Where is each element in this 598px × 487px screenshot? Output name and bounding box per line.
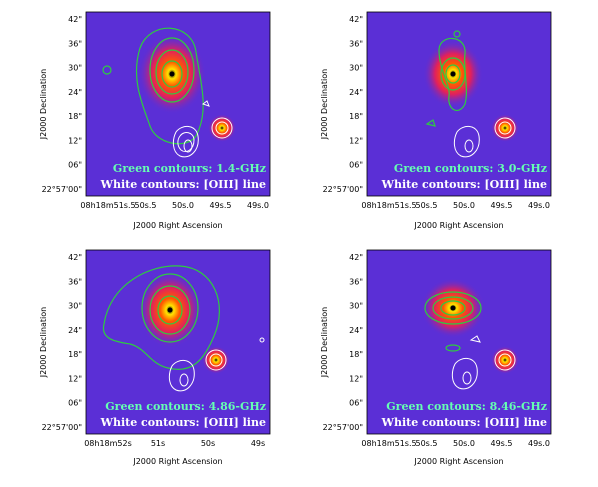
y-axis-label: J2000 Declination <box>39 69 48 140</box>
x-tick-label: 50s.5 <box>135 201 157 210</box>
green-caption: Green contours: 3.0-GHz <box>394 162 547 175</box>
x-tick-label: 08h18m51s.5 <box>80 201 135 210</box>
green-contours <box>102 27 204 145</box>
green-caption: Green contours: 8.46-GHz <box>386 400 547 413</box>
x-tick-label: 50s <box>201 439 215 448</box>
y-tick-label: 12" <box>68 136 82 145</box>
green-contours <box>424 291 482 352</box>
y-tick-label: 18" <box>349 350 363 359</box>
y-tick-label: 30" <box>349 302 363 311</box>
y-tick-label: 18" <box>68 112 82 121</box>
y-tick-labels: 42" 36" 30" 24" 18" 12" 06" 22°57'00" <box>323 15 363 194</box>
y-tick-label: 36" <box>68 39 82 48</box>
green-contours <box>102 265 220 370</box>
y-tick-labels: 42" 36" 30" 24" 18" 12" 06" 22°57'00" <box>42 15 82 194</box>
x-tick-label: 50s.5 <box>416 201 438 210</box>
y-tick-label: 24" <box>68 88 82 97</box>
y-tick-label: 42" <box>349 15 363 24</box>
y-tick-label: 24" <box>349 326 363 335</box>
y-tick-label: 22°57'00" <box>42 423 82 432</box>
y-tick-labels: 42" 36" 30" 24" 18" 12" 06" 22°57'00" <box>42 253 82 432</box>
y-tick-label: 22°57'00" <box>323 185 363 194</box>
x-tick-label: 49s.0 <box>528 439 550 448</box>
white-caption: White contours: [OIII] line <box>381 178 547 191</box>
y-tick-label: 18" <box>349 112 363 121</box>
white-caption: White contours: [OIII] line <box>381 416 547 429</box>
y-tick-label: 42" <box>68 253 82 262</box>
y-tick-label: 06" <box>68 161 82 170</box>
white-caption: White contours: [OIII] line <box>100 178 266 191</box>
x-tick-label: 08h18m51s.5 <box>361 201 416 210</box>
y-tick-label: 30" <box>349 64 363 73</box>
y-tick-label: 42" <box>68 15 82 24</box>
y-tick-label: 22°57'00" <box>42 185 82 194</box>
green-caption: Green contours: 4.86-GHz <box>105 400 266 413</box>
x-tick-label: 49s.0 <box>247 201 269 210</box>
x-tick-label: 08h18m51s.5 <box>361 439 416 448</box>
y-tick-label: 24" <box>349 88 363 97</box>
x-tick-label: 49s.0 <box>528 201 550 210</box>
y-tick-label: 06" <box>349 399 363 408</box>
x-tick-label: 50s.0 <box>172 201 194 210</box>
x-axis-label: J2000 Right Ascension <box>132 221 222 230</box>
y-tick-label: 24" <box>68 326 82 335</box>
green-caption: Green contours: 1.4-GHz <box>113 162 266 175</box>
y-axis-label: J2000 Declination <box>39 307 48 378</box>
x-axis-label: J2000 Right Ascension <box>413 457 503 466</box>
y-tick-label: 12" <box>68 374 82 383</box>
x-axis-label: J2000 Right Ascension <box>132 457 222 466</box>
x-tick-label: 49s <box>251 439 265 448</box>
panel-2-3p0ghz: 42" 36" 30" 24" 18" 12" 06" 22°57'00" 08h18m51s… <box>320 11 552 230</box>
y-tick-label: 30" <box>68 64 82 73</box>
y-tick-label: 22°57'00" <box>323 423 363 432</box>
y-tick-label: 12" <box>349 136 363 145</box>
y-tick-label: 30" <box>68 302 82 311</box>
y-tick-label: 06" <box>349 161 363 170</box>
green-contours <box>425 30 468 127</box>
white-contours <box>168 337 265 392</box>
white-caption: White contours: [OIII] line <box>100 416 266 429</box>
x-tick-label: 08h18m52s <box>84 439 132 448</box>
x-tick-label: 49s.5 <box>491 201 513 210</box>
x-tick-label: 50s.5 <box>416 439 438 448</box>
white-contours <box>451 335 516 390</box>
white-contours <box>172 100 233 158</box>
y-tick-label: 36" <box>349 39 363 48</box>
y-tick-label: 12" <box>349 374 363 383</box>
y-tick-label: 18" <box>68 350 82 359</box>
x-tick-labels: 08h18m52s 51s 50s 49s <box>84 439 265 448</box>
panel-1-1p4ghz: 42" 36" 30" 24" 18" 12" 06" 22°57'00" 08h18m51s… <box>39 11 271 230</box>
x-tick-label: 51s <box>151 439 165 448</box>
panel-3-4p86ghz: 42" 36" 30" 24" 18" 12" 06" 22°57'00" 08h18m52s… <box>39 249 271 466</box>
x-axis-label: J2000 Right Ascension <box>413 221 503 230</box>
y-axis-label: J2000 Declination <box>320 307 329 378</box>
y-tick-label: 36" <box>68 277 82 286</box>
x-tick-label: 49s.5 <box>210 201 232 210</box>
y-axis-label: J2000 Declination <box>320 69 329 140</box>
y-tick-label: 06" <box>68 399 82 408</box>
y-tick-label: 42" <box>349 253 363 262</box>
x-tick-label: 50s.0 <box>453 201 475 210</box>
y-tick-labels: 42" 36" 30" 24" 18" 12" 06" 22°57'00" <box>323 253 363 432</box>
x-tick-label: 49s.5 <box>491 439 513 448</box>
y-tick-label: 36" <box>349 277 363 286</box>
x-tick-label: 50s.0 <box>453 439 475 448</box>
white-contours <box>453 117 516 158</box>
panel-4-8p46ghz: 42" 36" 30" 24" 18" 12" 06" 22°57'00" 08h18m51s… <box>320 249 552 466</box>
